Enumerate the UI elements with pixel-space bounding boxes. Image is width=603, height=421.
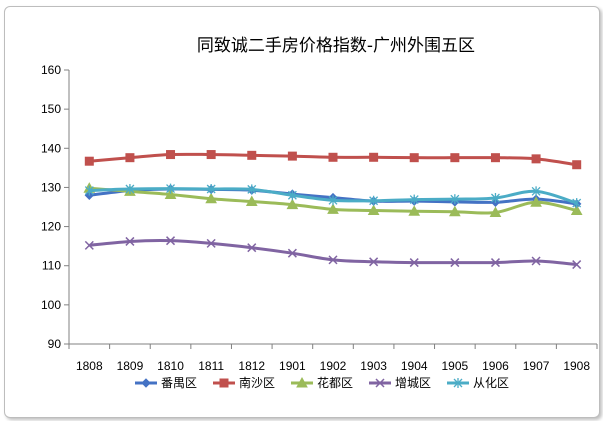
data-point	[166, 183, 175, 194]
x-tick-label: 1810	[157, 359, 184, 373]
data-point	[125, 153, 135, 163]
chart-title: 同致诚二手房价格指数-广州外围五区	[197, 36, 475, 56]
axes: 90 100 110 120 130 140 150 160 1808 1809 1810 1811 1…	[41, 63, 598, 373]
data-point	[490, 258, 500, 268]
data-point	[245, 195, 258, 207]
data-point	[84, 185, 94, 196]
x-tick-label: 1903	[360, 359, 387, 373]
y-tick-label: 150	[41, 102, 61, 116]
y-tick-label: 110	[42, 259, 61, 273]
data-point	[572, 160, 582, 170]
data-point	[409, 153, 419, 163]
x-tick-label: 1811	[198, 359, 224, 373]
legend-label: 南沙区	[239, 375, 275, 390]
data-point	[448, 205, 461, 217]
data-point	[531, 154, 541, 164]
data-point	[125, 183, 135, 194]
data-point	[247, 243, 257, 253]
x-tick-label: 1908	[563, 359, 590, 373]
y-tick-label: 90	[48, 337, 62, 351]
y-tick-label: 160	[41, 63, 61, 77]
data-point	[450, 153, 460, 163]
data-point	[84, 240, 94, 250]
data-point	[247, 184, 257, 195]
data-point	[206, 238, 216, 248]
legend-item-5: 从化区	[447, 376, 509, 390]
legend-marker	[219, 378, 229, 388]
legend-marker	[141, 378, 151, 388]
data-point	[206, 150, 216, 160]
data-point	[570, 204, 583, 216]
legend-item-2: 南沙区	[213, 375, 275, 390]
data-point	[409, 194, 419, 205]
x-tick-label: 1901	[279, 359, 306, 373]
legend-marker	[453, 378, 463, 388]
legend-item-4: 增城区	[369, 376, 431, 390]
legend-marker	[375, 378, 385, 388]
data-point	[206, 183, 216, 194]
x-tick-label: 1905	[441, 359, 468, 373]
y-tick-label: 100	[41, 298, 61, 312]
data-point	[84, 156, 94, 166]
data-point	[369, 152, 379, 162]
data-point	[489, 206, 502, 217]
data-point	[287, 190, 297, 201]
data-point	[450, 194, 460, 205]
data-point	[530, 196, 542, 207]
legend-label: 增城区	[395, 376, 431, 390]
y-tick-label: 130	[41, 180, 61, 194]
data-point	[287, 248, 297, 258]
x-tick-label: 1906	[482, 359, 509, 373]
data-point	[531, 186, 541, 197]
series-4	[84, 236, 582, 270]
data-point	[490, 153, 500, 163]
x-tick-label: 1904	[401, 359, 428, 373]
data-point	[531, 256, 541, 266]
data-point	[286, 198, 299, 210]
plot-area	[83, 150, 583, 270]
data-point	[327, 203, 339, 214]
data-point	[369, 257, 379, 267]
data-point	[328, 195, 338, 206]
x-tick-label: 1812	[238, 359, 265, 373]
data-point	[408, 205, 421, 216]
data-point	[367, 204, 380, 216]
x-tick-label: 1809	[117, 359, 144, 373]
x-tick-label: 1808	[76, 359, 103, 373]
data-point	[369, 195, 379, 206]
legend-item-3: 花都区	[291, 375, 353, 390]
legend: 番禺区 南沙区 花都区 增城区 从化区	[135, 375, 509, 390]
legend-label: 从化区	[473, 376, 509, 390]
data-point	[572, 198, 582, 209]
y-tick-label: 120	[41, 220, 61, 234]
data-point	[328, 152, 338, 162]
series-line	[89, 239, 577, 267]
data-point	[572, 260, 582, 270]
data-point	[164, 188, 177, 199]
legend-label: 花都区	[317, 375, 353, 390]
data-point	[247, 150, 257, 160]
data-point	[125, 236, 135, 246]
data-point	[491, 192, 500, 203]
data-point	[409, 258, 419, 268]
x-tick-label: 1907	[523, 359, 550, 373]
y-tick-label: 140	[41, 141, 61, 155]
legend-item-1: 番禺区	[135, 376, 197, 390]
data-point	[166, 236, 176, 246]
x-tick-label: 1902	[320, 359, 347, 373]
legend-marker	[296, 376, 308, 388]
series-2	[84, 150, 582, 170]
series-5	[84, 183, 582, 209]
data-point	[450, 258, 460, 268]
data-point	[287, 151, 297, 161]
data-point	[328, 255, 338, 265]
legend-label: 番禺区	[161, 376, 197, 390]
data-point	[205, 192, 218, 204]
data-point	[166, 150, 176, 160]
